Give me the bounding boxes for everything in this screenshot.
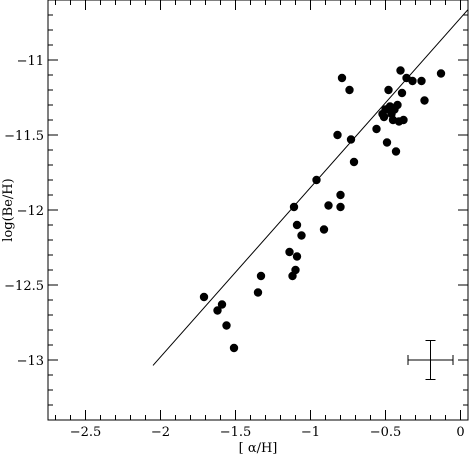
y-tick-label: −13 <box>17 354 44 369</box>
data-point <box>285 247 294 257</box>
y-tick-labels: −11 −11.5 −12 −12.5 −13 <box>4 54 44 369</box>
data-point <box>213 306 222 315</box>
data-point <box>256 271 266 281</box>
major-ticks <box>48 0 468 420</box>
data-point <box>333 130 342 140</box>
data-point <box>382 138 392 147</box>
x-tick-label: −1 <box>301 425 320 440</box>
data-point <box>292 252 302 261</box>
data-point <box>289 202 299 212</box>
fit-line <box>152 9 469 366</box>
data-points <box>199 66 446 353</box>
data-point <box>217 300 227 309</box>
x-tick-labels: −2.5 −2 −1.5 −1 −0.5 0 <box>70 425 465 440</box>
data-point <box>378 109 387 119</box>
data-point <box>337 73 347 83</box>
data-point <box>291 265 300 275</box>
data-point <box>312 175 321 185</box>
y-tick-label: −12.5 <box>4 279 44 294</box>
error-bar-legend <box>407 340 454 380</box>
data-point <box>393 100 402 110</box>
data-point <box>253 288 263 297</box>
data-point <box>319 225 329 234</box>
data-point <box>229 343 239 353</box>
data-point <box>417 76 426 86</box>
x-tick-label: −2 <box>151 425 170 440</box>
data-point <box>391 147 401 156</box>
data-point <box>397 88 407 98</box>
data-point <box>336 202 345 212</box>
data-point <box>420 96 429 105</box>
data-point <box>345 85 354 95</box>
data-point <box>436 69 446 78</box>
y-tick-label: −12 <box>17 204 44 219</box>
data-point <box>349 157 359 167</box>
data-point <box>384 85 393 95</box>
data-point <box>292 220 302 230</box>
data-point <box>399 115 408 125</box>
data-point <box>372 124 381 134</box>
data-point <box>222 321 231 330</box>
data-point <box>324 201 333 210</box>
minor-ticks <box>48 0 468 421</box>
data-point <box>408 76 417 86</box>
data-point <box>199 292 209 302</box>
data-point <box>346 135 356 144</box>
data-point <box>336 190 345 200</box>
x-tick-label: −2.5 <box>70 425 102 440</box>
x-axis-label: [ α/H] <box>239 441 278 456</box>
y-tick-label: −11 <box>17 54 44 69</box>
x-tick-label: −0.5 <box>370 425 402 440</box>
x-tick-label: −1.5 <box>220 425 252 440</box>
data-point <box>396 66 405 75</box>
plot-frame <box>47 0 469 421</box>
data-point <box>297 231 306 240</box>
x-tick-label: 0 <box>456 425 464 440</box>
y-tick-label: −11.5 <box>4 129 44 144</box>
y-axis-label: log(Be/H) <box>1 178 16 241</box>
